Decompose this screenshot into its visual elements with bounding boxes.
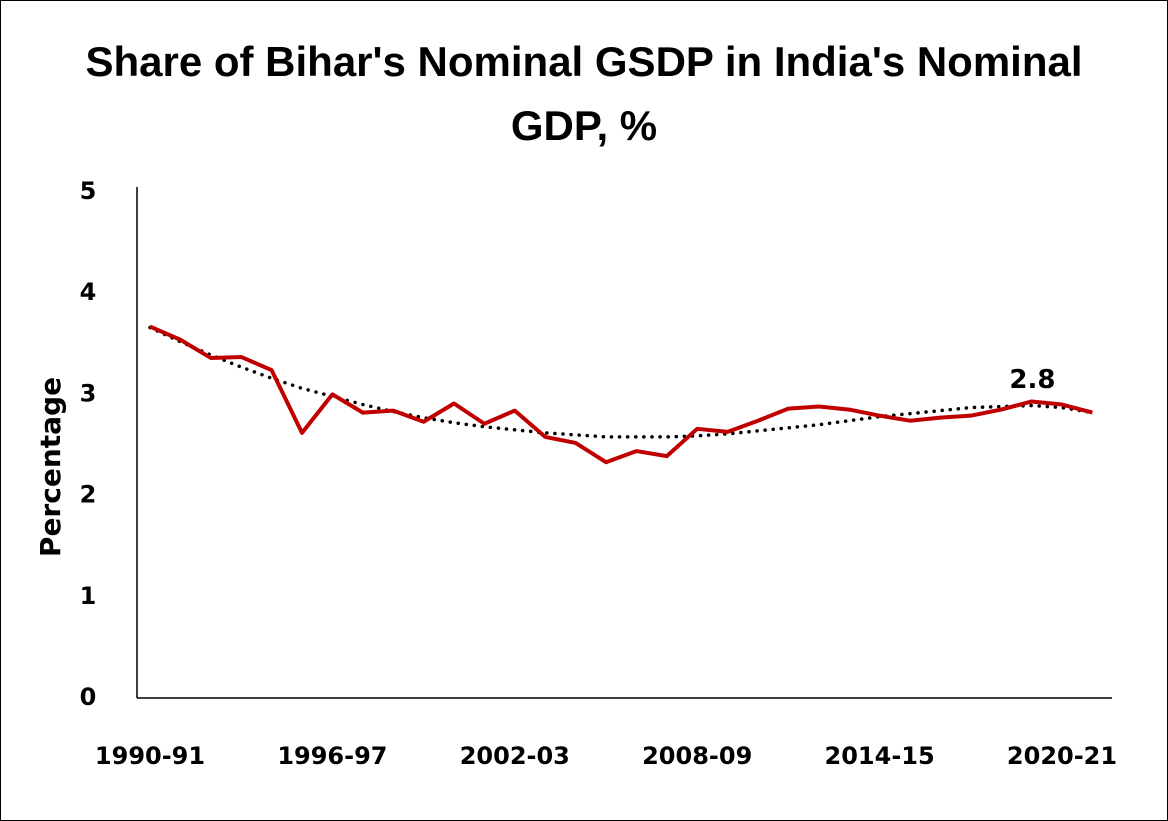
data-label: 2.8 bbox=[1009, 365, 1055, 395]
y-tick-label: 3 bbox=[80, 379, 97, 407]
x-tick-label: 2008-09 bbox=[642, 742, 752, 770]
y-tick-label: 4 bbox=[80, 278, 97, 306]
trend-line bbox=[148, 325, 1095, 439]
y-tick-label: 5 bbox=[80, 177, 97, 205]
y-tick-label: 2 bbox=[80, 481, 97, 509]
y-tick-label: 1 bbox=[80, 582, 97, 610]
x-tick-label: 2002-03 bbox=[460, 742, 570, 770]
x-tick-label: 1990-91 bbox=[95, 742, 205, 770]
x-tick-label: 1996-97 bbox=[277, 742, 387, 770]
x-tick-label: 2014-15 bbox=[825, 742, 935, 770]
x-tick-label: 2020-21 bbox=[1007, 742, 1117, 770]
y-axis-label: Percentage bbox=[34, 377, 67, 557]
chart-title: Share of Bihar's Nominal GSDP in India's… bbox=[85, 38, 1083, 149]
y-tick-label: 0 bbox=[80, 683, 97, 711]
data-line bbox=[149, 324, 1093, 465]
